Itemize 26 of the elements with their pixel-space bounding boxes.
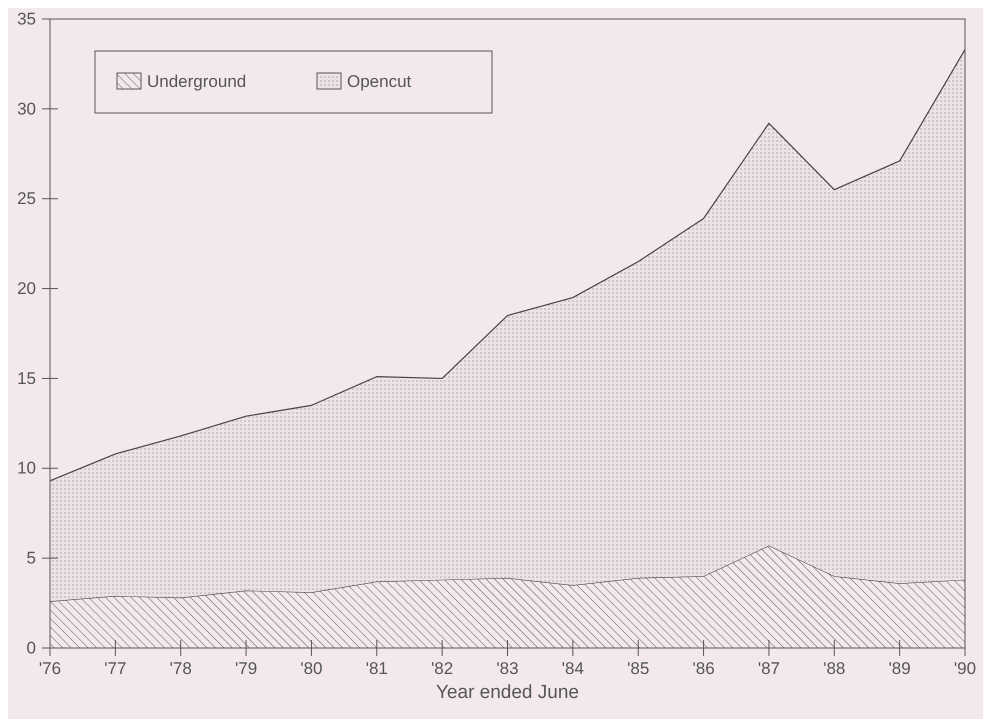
x-tick-label: '81 [366, 659, 388, 678]
y-tick-label: 15 [17, 368, 36, 388]
x-tick-label: '90 [954, 659, 976, 678]
y-tick-label: 5 [26, 548, 36, 568]
x-tick-label: '88 [823, 659, 846, 678]
x-tick-label: '83 [496, 659, 519, 678]
legend-label: Opencut [347, 72, 412, 91]
x-tick-label: '85 [627, 659, 650, 678]
y-tick-label: 0 [26, 638, 36, 658]
x-tick-label: '82 [431, 659, 454, 678]
y-tick-label: 25 [17, 189, 36, 208]
x-tick-label: '79 [234, 659, 258, 678]
legend-label: Underground [147, 72, 246, 91]
y-tick-label: 30 [17, 99, 36, 118]
x-tick-label: '80 [300, 659, 323, 678]
x-tick-label: '89 [888, 659, 911, 678]
x-tick-label: '86 [692, 659, 715, 678]
x-axis-title: Year ended June [436, 682, 579, 703]
x-tick-label: '78 [170, 659, 192, 678]
y-tick-label: 10 [17, 458, 36, 478]
x-tick-label: '87 [758, 659, 780, 678]
y-tick-label: 35 [17, 9, 36, 28]
x-tick-label: '84 [562, 659, 584, 678]
x-tick-label: '77 [104, 659, 126, 678]
x-tick-label: '76 [38, 659, 62, 678]
y-tick-label: 20 [17, 279, 36, 298]
